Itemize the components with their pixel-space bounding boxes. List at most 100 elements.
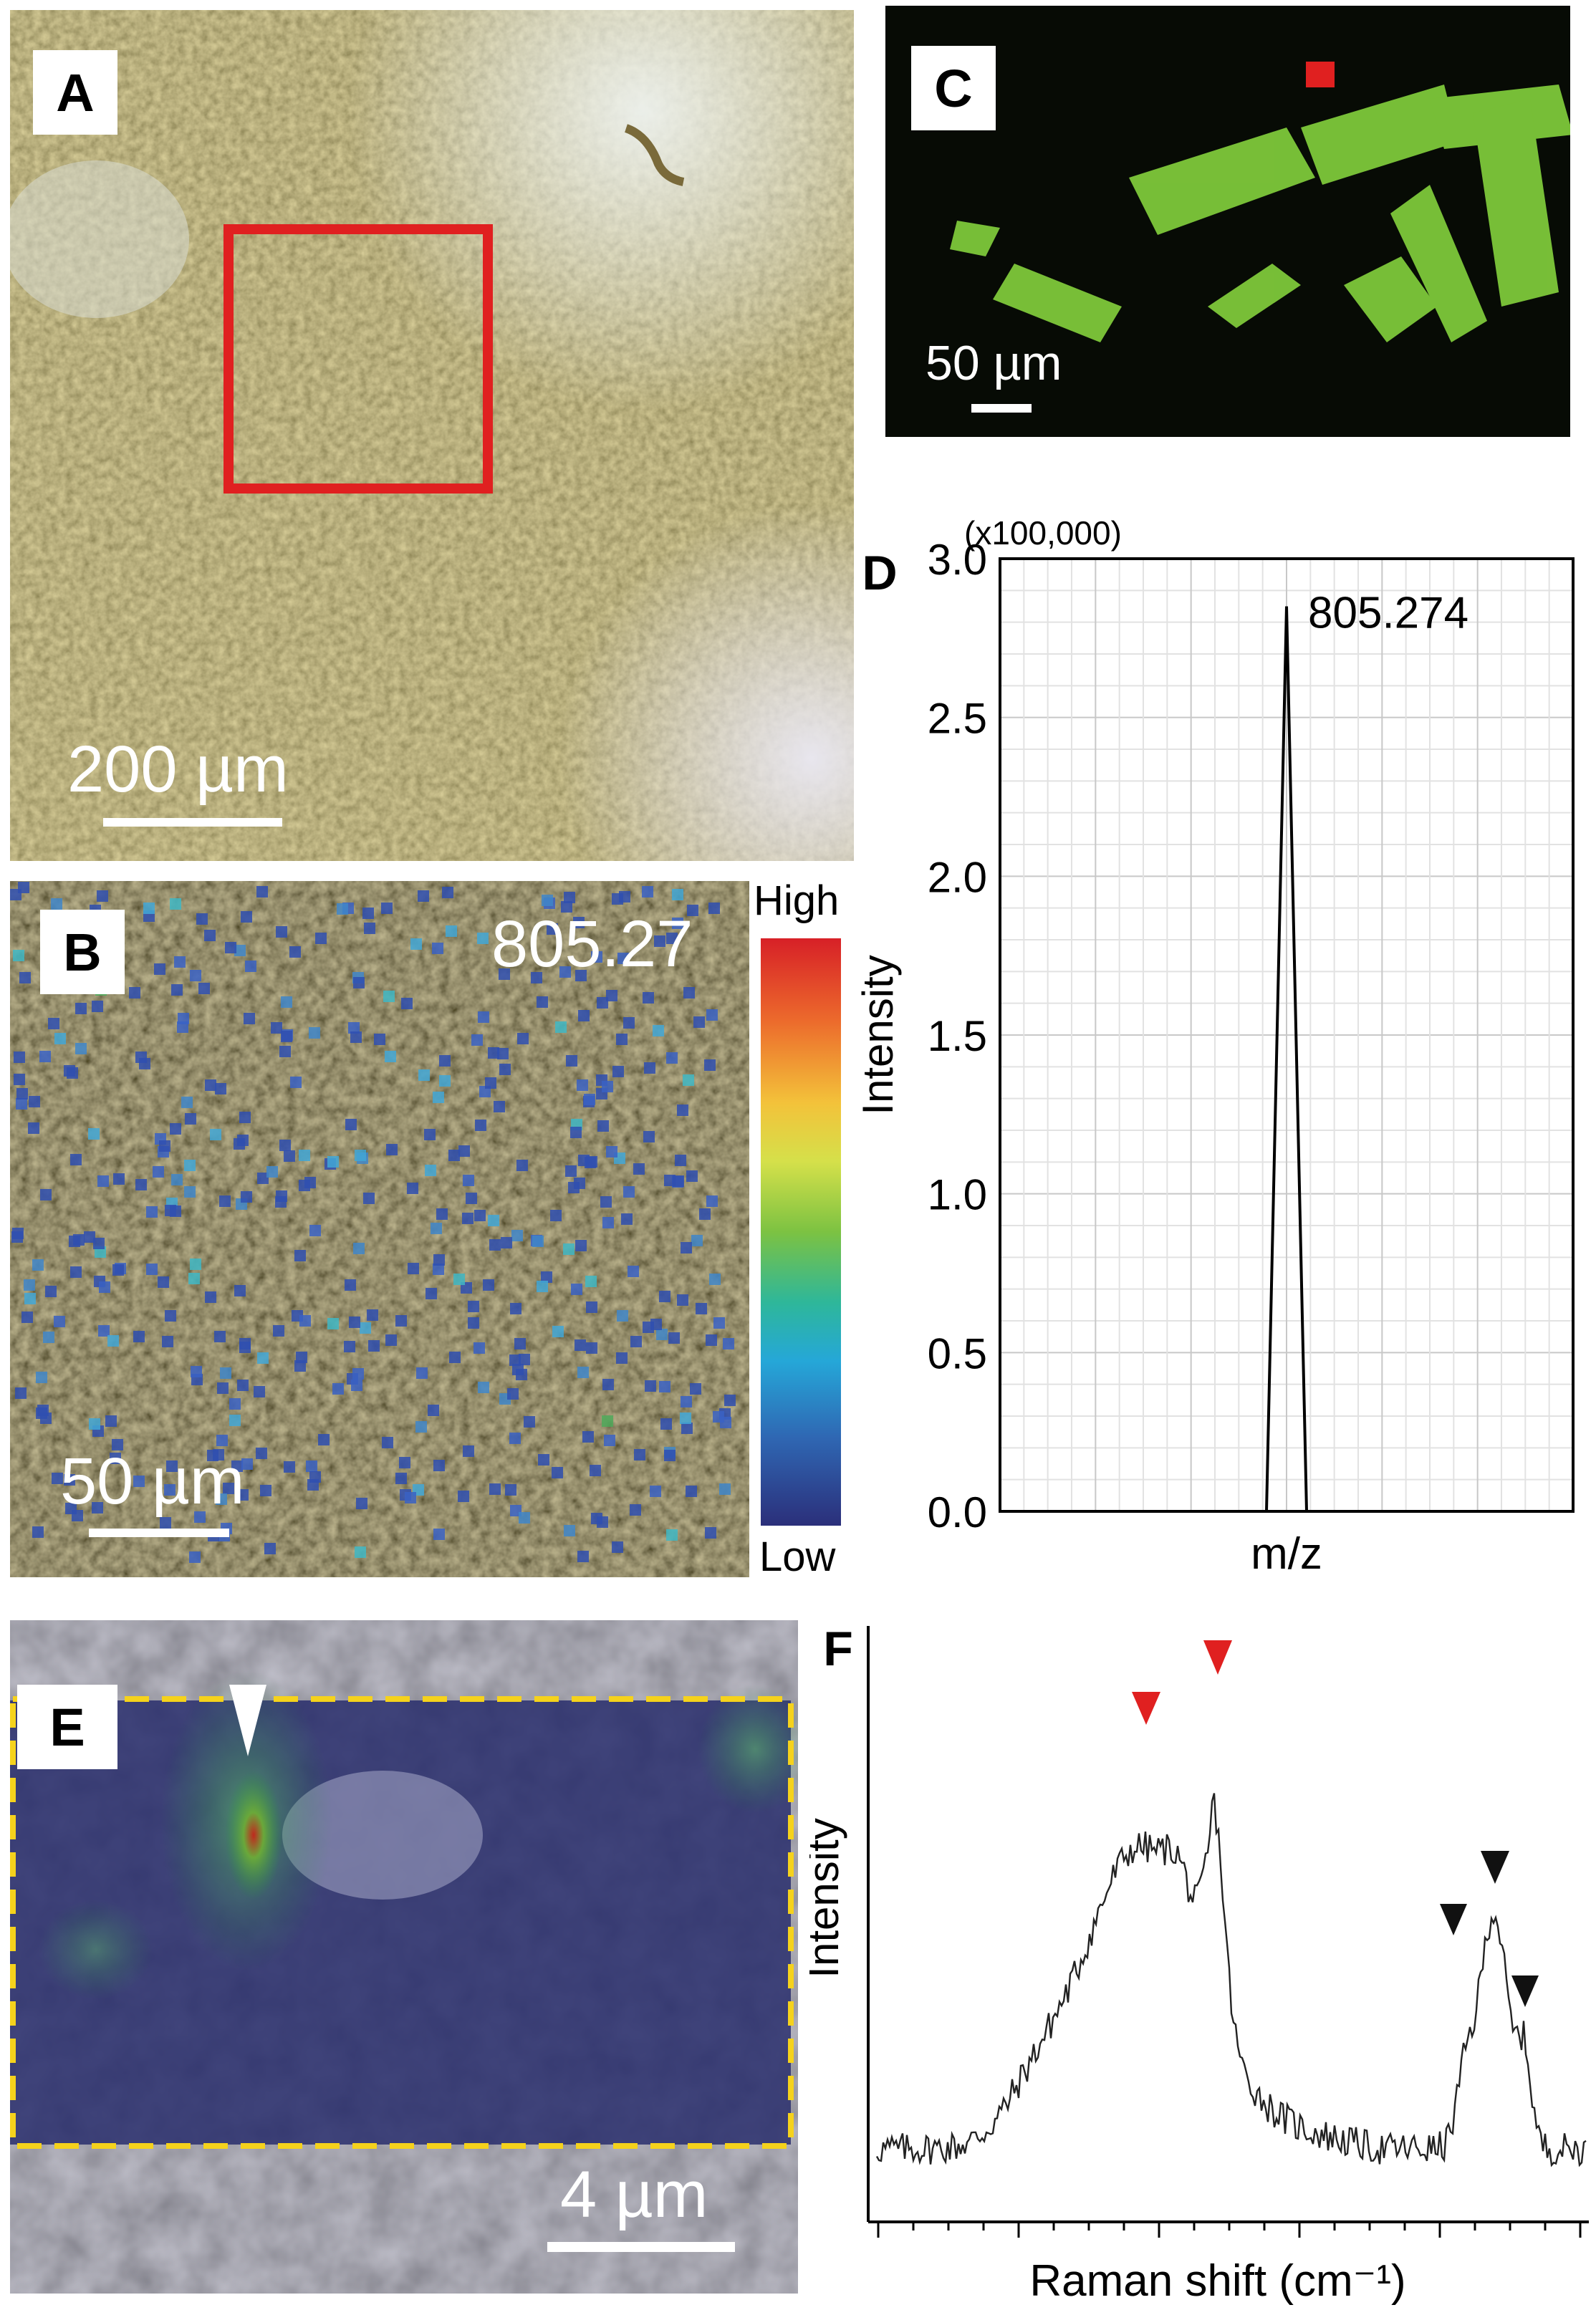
ion-pixel (133, 1476, 145, 1487)
ion-signal-pixels (10, 882, 736, 1563)
chart-f-x-ticks (877, 2222, 1582, 2238)
ion-pixel (723, 1338, 734, 1349)
panel-letter-d: D (862, 546, 898, 600)
ion-pixel (511, 1230, 523, 1241)
chart-f: Intensity Raman shift (cm⁻¹) (809, 1626, 1589, 2306)
panel-b-ion-map: B 805.27 50 µm (10, 881, 749, 1577)
ion-pixel (48, 1018, 59, 1029)
ion-pixel (165, 1310, 176, 1322)
panel-e-raman-overlay: E 4 µm (10, 1620, 798, 2294)
scan-region-box (10, 1696, 794, 2149)
ion-pixel (184, 1186, 196, 1198)
ion-pixel (14, 1074, 25, 1085)
ion-pixel (634, 1449, 645, 1460)
ion-pixel (112, 1439, 123, 1450)
ion-pixel (436, 1208, 448, 1220)
ion-pixel (577, 1551, 589, 1562)
ion-pixel (266, 1166, 278, 1178)
ion-pixel (600, 1196, 612, 1208)
ion-pixel (630, 1336, 642, 1347)
ion-pixel (271, 1022, 282, 1034)
ion-pixel (256, 886, 268, 897)
ion-pixel (643, 992, 654, 1004)
ion-pixel (485, 1077, 496, 1089)
ion-pixel (612, 1066, 624, 1077)
ion-pixel (407, 1183, 418, 1194)
ion-pixel (239, 1338, 251, 1349)
ion-pixel (458, 1145, 470, 1157)
ion-pixel (383, 991, 395, 1002)
ion-pixel (381, 903, 393, 914)
ion-pixel (178, 1013, 189, 1024)
ion-pixel (668, 1332, 680, 1344)
ion-pixel (98, 1325, 110, 1337)
ion-pixel (239, 1112, 251, 1123)
ion-pixel (171, 984, 183, 996)
ion-pixel (245, 961, 256, 972)
ion-pixel (154, 963, 165, 975)
scale-label-b: 50 µm (60, 1445, 245, 1518)
chart-d-peak-line (1265, 606, 1308, 1512)
ion-pixel (129, 987, 140, 998)
ion-pixel (509, 1354, 521, 1366)
ion-pixel (660, 1418, 672, 1430)
ion-pixel (586, 1342, 597, 1354)
ion-pixel (264, 1543, 276, 1554)
panel-a-micrograph: A 200 µm (10, 10, 854, 861)
ion-pixel (453, 1274, 465, 1285)
ion-pixel (462, 1213, 473, 1224)
ion-pixel (706, 1334, 717, 1346)
ion-pixel (216, 1435, 228, 1446)
ion-pixel (604, 1435, 615, 1446)
ion-pixel (664, 1450, 676, 1461)
ion-pixel (344, 1341, 355, 1352)
mz-value-label: 805.27 (491, 908, 693, 981)
ion-pixel (367, 1309, 378, 1321)
chart-f-x-axis-label: Raman shift (cm⁻¹) (1029, 2256, 1405, 2306)
ion-pixel (194, 1511, 206, 1523)
ion-pixel (28, 1122, 39, 1134)
ion-pixel (673, 1175, 684, 1187)
ion-pixel (385, 1334, 397, 1346)
ion-pixel (566, 1055, 577, 1067)
ion-pixel (431, 1223, 442, 1234)
ion-pixel (54, 1033, 66, 1044)
ion-pixel (458, 1491, 469, 1502)
ion-pixel (488, 1215, 499, 1226)
peak-marker-black-1 (1481, 1851, 1509, 1884)
ion-pixel (75, 1003, 87, 1014)
ion-pixel (621, 1213, 633, 1225)
ion-pixel (315, 933, 327, 944)
colorbar (761, 938, 841, 1526)
ion-pixel (353, 1243, 365, 1254)
ion-pixel (93, 1238, 105, 1249)
ion-pixel (633, 1163, 645, 1175)
ion-pixel (524, 1416, 535, 1428)
chart-f-black-markers (1440, 1851, 1539, 2007)
ion-pixel (364, 923, 375, 934)
ion-pixel (709, 1274, 721, 1285)
ion-pixel (666, 933, 678, 944)
ion-pixel (575, 970, 587, 981)
ion-pixel (332, 1383, 344, 1395)
sample-marker (1306, 62, 1335, 87)
ion-pixel (284, 1461, 295, 1473)
ion-pixel (686, 1170, 698, 1182)
ion-pixel (158, 1276, 169, 1288)
scale-label-a: 200 µm (67, 733, 289, 806)
chart-f-red-markers (1132, 1640, 1232, 1725)
ion-pixel (693, 1016, 705, 1028)
ion-pixel (304, 1177, 316, 1188)
ion-pixel (542, 895, 553, 906)
ion-pixel (374, 1034, 385, 1045)
ion-pixel (237, 1489, 249, 1501)
ion-pixel (237, 1380, 249, 1391)
ion-pixel (428, 1405, 439, 1416)
chart-f-spectrum-line (875, 1793, 1587, 2167)
ion-pixel (432, 943, 443, 954)
ion-pixel (705, 1527, 716, 1539)
ion-pixel (281, 1031, 292, 1042)
ion-pixel (628, 1266, 639, 1277)
colorbar-low-label: Low (759, 1534, 836, 1580)
ion-pixel (591, 951, 602, 963)
